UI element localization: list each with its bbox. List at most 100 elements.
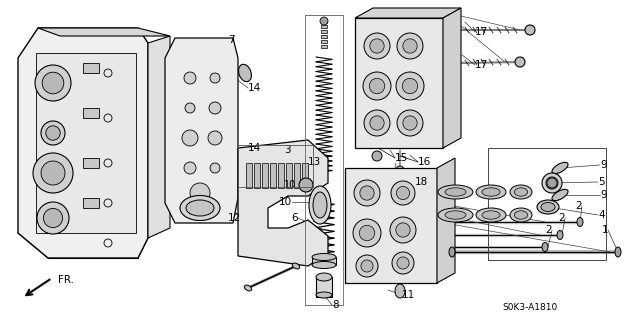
Ellipse shape	[445, 211, 466, 219]
Polygon shape	[355, 8, 461, 18]
Circle shape	[356, 255, 378, 277]
Ellipse shape	[514, 188, 528, 196]
Circle shape	[184, 72, 196, 84]
Circle shape	[369, 78, 385, 94]
Circle shape	[184, 162, 196, 174]
Polygon shape	[437, 158, 455, 283]
Circle shape	[396, 72, 424, 100]
Ellipse shape	[449, 247, 455, 257]
Circle shape	[547, 178, 557, 188]
Circle shape	[209, 102, 221, 114]
Ellipse shape	[316, 273, 332, 281]
Polygon shape	[18, 28, 148, 258]
Circle shape	[403, 78, 418, 94]
Circle shape	[391, 179, 399, 187]
Bar	[254, 163, 260, 188]
Circle shape	[397, 110, 423, 136]
Bar	[270, 163, 276, 188]
Circle shape	[210, 163, 220, 173]
Text: 10: 10	[284, 180, 296, 190]
Circle shape	[41, 161, 65, 185]
Ellipse shape	[552, 189, 568, 201]
Ellipse shape	[542, 173, 562, 193]
Ellipse shape	[510, 208, 532, 222]
Bar	[83, 158, 99, 168]
Polygon shape	[443, 8, 461, 148]
Circle shape	[370, 39, 384, 53]
Bar	[321, 30, 327, 33]
Circle shape	[33, 153, 73, 193]
Bar	[36, 53, 136, 233]
Ellipse shape	[445, 188, 466, 196]
Ellipse shape	[438, 208, 473, 222]
Bar	[488, 148, 606, 260]
Circle shape	[364, 110, 390, 136]
Text: 5: 5	[598, 177, 605, 187]
Text: 11: 11	[402, 290, 415, 300]
Ellipse shape	[482, 211, 500, 219]
Circle shape	[185, 103, 195, 113]
Circle shape	[208, 131, 222, 145]
Ellipse shape	[312, 253, 336, 260]
Polygon shape	[38, 28, 170, 36]
Ellipse shape	[546, 177, 558, 189]
Circle shape	[35, 65, 71, 101]
Text: 6: 6	[291, 213, 298, 223]
Circle shape	[42, 72, 64, 94]
Ellipse shape	[186, 200, 214, 216]
Bar	[302, 163, 308, 188]
Circle shape	[363, 72, 391, 100]
Circle shape	[190, 183, 210, 203]
Text: 14: 14	[248, 83, 261, 93]
Bar	[305, 15, 343, 305]
Circle shape	[390, 217, 416, 243]
Circle shape	[372, 151, 382, 161]
Bar	[246, 163, 252, 188]
Ellipse shape	[244, 285, 252, 291]
Ellipse shape	[476, 208, 506, 222]
Text: 8: 8	[332, 300, 338, 310]
Text: 1: 1	[602, 225, 608, 235]
Text: 7: 7	[228, 35, 235, 45]
Bar	[262, 163, 268, 188]
Text: 15: 15	[395, 153, 408, 163]
Ellipse shape	[395, 284, 405, 298]
Text: 18: 18	[415, 177, 428, 187]
Polygon shape	[165, 38, 238, 223]
Bar	[312, 257, 336, 265]
Circle shape	[364, 33, 390, 59]
Ellipse shape	[316, 292, 332, 298]
Bar	[83, 63, 99, 73]
Text: 9: 9	[600, 160, 607, 170]
Ellipse shape	[577, 218, 583, 227]
Text: FR.: FR.	[58, 275, 74, 285]
Text: 17: 17	[475, 60, 488, 70]
Circle shape	[391, 181, 415, 205]
Text: 9: 9	[600, 190, 607, 200]
Circle shape	[392, 252, 414, 274]
Polygon shape	[238, 140, 328, 266]
Ellipse shape	[438, 185, 473, 199]
Circle shape	[397, 257, 409, 269]
Circle shape	[320, 17, 328, 25]
Ellipse shape	[537, 200, 559, 214]
Circle shape	[353, 219, 381, 247]
Circle shape	[396, 186, 409, 200]
Bar	[83, 198, 99, 208]
Circle shape	[43, 208, 63, 228]
Text: S0K3-A1810: S0K3-A1810	[502, 303, 558, 313]
Circle shape	[361, 260, 373, 272]
Ellipse shape	[557, 230, 563, 239]
Bar	[278, 163, 284, 188]
Ellipse shape	[313, 192, 327, 218]
Ellipse shape	[514, 211, 528, 219]
Circle shape	[370, 116, 384, 130]
Circle shape	[525, 25, 535, 35]
Circle shape	[41, 121, 65, 145]
Ellipse shape	[552, 162, 568, 174]
Ellipse shape	[510, 185, 532, 199]
Ellipse shape	[541, 203, 555, 212]
Circle shape	[397, 33, 423, 59]
Bar	[321, 25, 327, 28]
Text: 3: 3	[284, 145, 291, 155]
